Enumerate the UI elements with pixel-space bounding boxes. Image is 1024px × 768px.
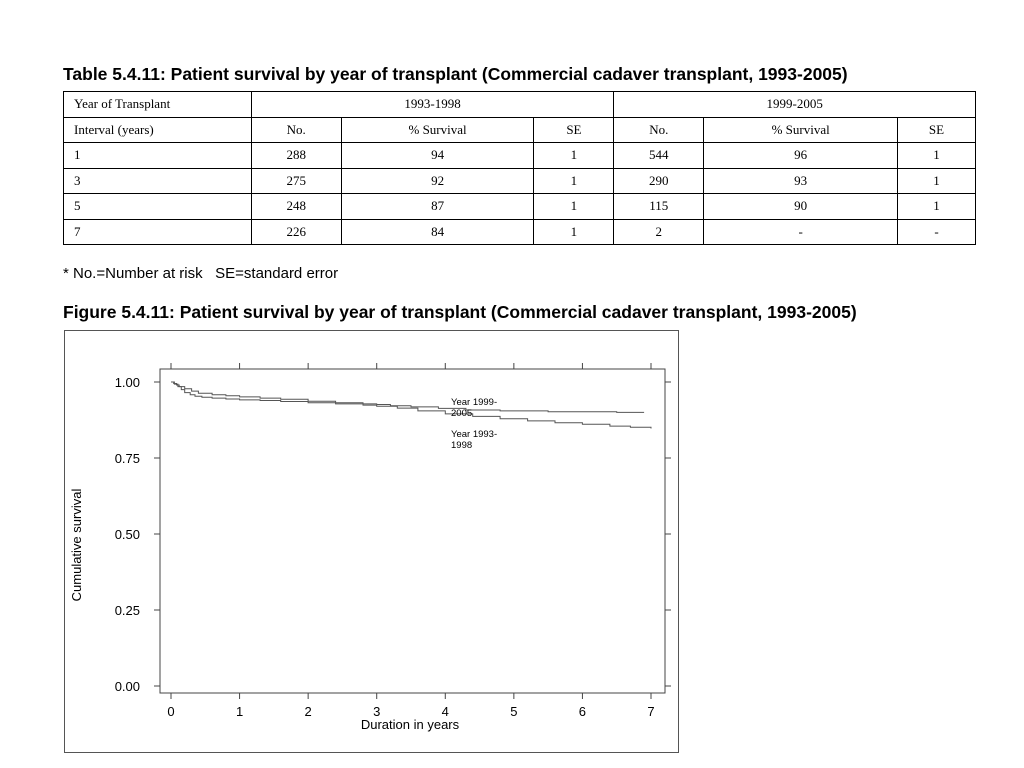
x-tick-label: 7 [647,704,654,719]
series-line-1999-2005 [171,381,645,413]
x-tick-label: 0 [167,704,174,719]
x-tick-label: 4 [442,704,449,719]
header-no: No. [613,116,705,143]
table-cell: 226 [250,218,342,245]
table-cell: 115 [613,193,705,220]
series-label-1993-1998: Year 1993- [451,429,497,440]
figure-frame [64,330,679,753]
table-cell: 1 [533,218,615,245]
header-interval: Interval (years) [63,116,252,143]
table-cell: 90 [703,193,899,220]
table-header-row: Year of Transplant 1993-1998 1999-2005 [63,91,976,118]
table-cell: 1 [533,193,615,220]
header-year-of-transplant: Year of Transplant [63,91,252,118]
table-cell: 84 [340,218,535,245]
table-cell: 87 [340,193,535,220]
y-axis-title: Cumulative survival [69,489,84,602]
x-tick-label: 1 [236,704,243,719]
table-cell: 290 [613,167,705,194]
x-tick-label: 2 [305,704,312,719]
series-label-1999-2005: 2005 [451,408,472,419]
series-label-1999-2005: Year 1999- [451,397,497,408]
table-cell: - [703,218,899,245]
plot-frame [159,368,666,694]
x-tick-label: 3 [373,704,380,719]
table-cell: 288 [250,142,342,169]
table-cell: 1 [897,193,976,220]
y-tick-label: 1.00 [115,375,140,390]
x-axis-title: Duration in years [361,717,460,732]
table-cell: 275 [250,167,342,194]
header-se: SE [897,116,976,143]
table-cell: 1 [897,142,976,169]
y-tick-label: 0.25 [115,603,140,618]
survival-table: Year of Transplant 1993-1998 1999-2005 I… [63,91,976,245]
series-line-1993-1998 [171,381,652,429]
header-group-1999-2005: 1999-2005 [613,91,976,118]
table-cell: 93 [703,167,899,194]
table-row: 1 288 94 1 544 96 1 [63,142,976,169]
table-row: 7 226 84 1 2 - - [63,218,976,245]
x-tick-label: 6 [579,704,586,719]
y-tick-label: 0.00 [115,679,140,694]
table-cell: 1 [63,142,252,169]
header-se: SE [533,116,615,143]
table-title: Table 5.4.11: Patient survival by year o… [63,64,848,84]
table-cell: 7 [63,218,252,245]
series-label-1993-1998: 1998 [451,440,472,451]
y-tick-label: 0.50 [115,527,140,542]
header-group-1993-1998: 1993-1998 [250,91,615,118]
figure-title: Figure 5.4.11: Patient survival by year … [63,302,857,322]
table-cell: 92 [340,167,535,194]
table-footnote: * No.=Number at risk SE=standard error [63,265,339,282]
x-tick-label: 5 [510,704,517,719]
table-row: 3 275 92 1 290 93 1 [63,167,976,194]
y-tick-label: 0.75 [115,451,140,466]
table-cell: - [897,218,976,245]
